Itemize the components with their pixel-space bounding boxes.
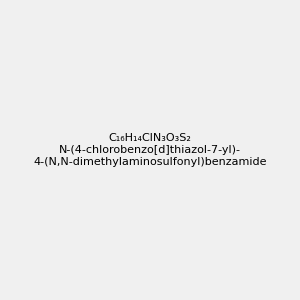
Text: C₁₆H₁₄ClN₃O₃S₂
N-(4-chlorobenzo[d]thiazol-7-yl)-
4-(N,N-dimethylaminosulfonyl)be: C₁₆H₁₄ClN₃O₃S₂ N-(4-chlorobenzo[d]thiazo… — [33, 134, 267, 166]
